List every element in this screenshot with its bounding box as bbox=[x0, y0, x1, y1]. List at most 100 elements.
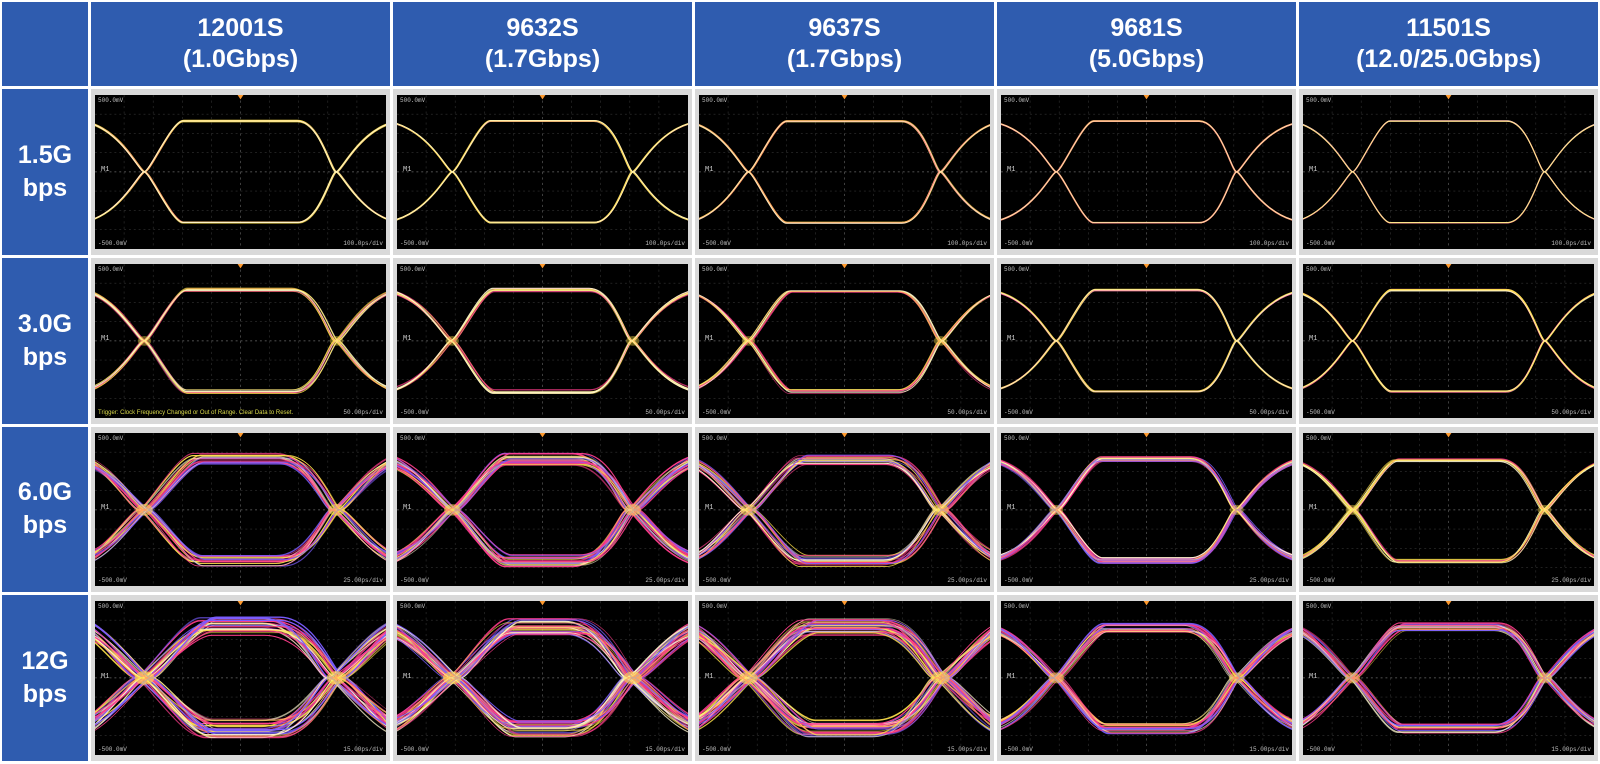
eye-trace bbox=[1001, 289, 1292, 389]
eye-diagram-capture: 500.0mV -500.0mV 50.00ps/div M1 bbox=[1303, 263, 1594, 418]
eye-crossing bbox=[445, 335, 459, 346]
volt-scale-top: 500.0mV bbox=[702, 603, 728, 611]
row-rate: 3.0G bbox=[17, 309, 73, 338]
eye-trace bbox=[397, 463, 688, 564]
trigger-marker-icon bbox=[1445, 432, 1452, 437]
eye-trace bbox=[95, 636, 386, 725]
eye-trace bbox=[397, 630, 688, 736]
eye-crossing bbox=[740, 503, 757, 516]
eye-trace bbox=[699, 468, 990, 563]
eye-trace bbox=[699, 465, 990, 567]
eye-trace bbox=[397, 467, 688, 562]
eye-trace bbox=[397, 452, 688, 559]
row-rate: 6.0G bbox=[17, 478, 73, 507]
eye-trace bbox=[95, 460, 386, 558]
volt-scale-top: 500.0mV bbox=[400, 265, 426, 273]
eye-trace bbox=[397, 461, 688, 556]
eye-crossing bbox=[933, 335, 948, 346]
eye-trace bbox=[95, 630, 386, 719]
trigger-marker-icon bbox=[237, 601, 244, 606]
eye-diagram-capture: 500.0mV -500.0mV 15.00ps/div M1 bbox=[95, 601, 386, 755]
column-rate: (5.0Gbps) bbox=[1088, 45, 1205, 73]
eye-trace bbox=[1001, 631, 1292, 734]
trigger-marker-icon bbox=[841, 263, 848, 269]
eye-trace bbox=[95, 638, 386, 722]
eye-trace bbox=[95, 119, 386, 220]
eye-trace bbox=[699, 464, 990, 556]
eye-trace bbox=[95, 629, 386, 727]
eye-diagram-capture: 500.0mV -500.0mV 50.00ps/div M1 bbox=[397, 263, 688, 418]
eye-cell-12001s-12g: 500.0mV -500.0mV 15.00ps/div M1 bbox=[91, 595, 390, 761]
time-scale: 25.00ps/div bbox=[947, 577, 987, 585]
eye-trace bbox=[699, 463, 990, 558]
eye-trace bbox=[1001, 633, 1292, 726]
eye-diagram-capture: 500.0mV -500.0mV 100.0ps/div M1 bbox=[1001, 95, 1292, 249]
eye-crossing bbox=[932, 503, 949, 516]
eye-trace bbox=[397, 120, 688, 220]
eye-trace bbox=[1303, 461, 1594, 562]
volt-scale-top: 500.0mV bbox=[1306, 603, 1332, 611]
time-scale: 15.00ps/div bbox=[1551, 746, 1591, 753]
eye-crossing bbox=[137, 335, 152, 346]
eye-crossing bbox=[1048, 672, 1065, 684]
marker-label: M1 bbox=[403, 166, 412, 175]
volt-scale-bottom: -500.0mV bbox=[98, 239, 127, 247]
eye-trace bbox=[699, 620, 990, 725]
trigger-marker-icon bbox=[237, 263, 244, 269]
marker-label: M1 bbox=[1007, 672, 1016, 681]
volt-scale-top: 500.0mV bbox=[98, 265, 124, 273]
eye-trace bbox=[699, 631, 990, 731]
column-rate: (12.0/25.0Gbps) bbox=[1356, 45, 1541, 73]
marker-label: M1 bbox=[1309, 503, 1318, 512]
eye-diagram-plot bbox=[1303, 601, 1594, 755]
time-scale: 15.00ps/div bbox=[343, 746, 383, 753]
eye-trace bbox=[1001, 123, 1292, 224]
eye-trace bbox=[1001, 455, 1292, 558]
eye-diagram-plot bbox=[1001, 601, 1292, 755]
eye-trace bbox=[699, 459, 990, 561]
eye-trace bbox=[397, 633, 688, 728]
eye-trace bbox=[699, 625, 990, 730]
trigger-marker-icon bbox=[841, 95, 848, 100]
eye-trace bbox=[95, 293, 386, 391]
eye-crossing bbox=[931, 671, 950, 685]
eye-diagram-plot bbox=[1303, 95, 1594, 249]
eye-diagram-capture: 500.0mV -500.0mV 100.0ps/div M1 bbox=[699, 95, 990, 249]
eye-trace bbox=[397, 456, 688, 563]
eye-trace bbox=[397, 462, 688, 556]
eye-trace bbox=[95, 638, 386, 727]
marker-label: M1 bbox=[705, 166, 714, 175]
trigger-marker-icon bbox=[539, 601, 546, 606]
time-scale: 50.00ps/div bbox=[1249, 408, 1289, 416]
eye-trace bbox=[699, 636, 990, 736]
eye-cell-9681s-1-5g: 500.0mV -500.0mV 100.0ps/div M1 bbox=[997, 89, 1296, 255]
column-header-12001s: 12001S (1.0Gbps) bbox=[91, 2, 390, 86]
volt-scale-bottom: -500.0mV bbox=[1004, 239, 1033, 247]
eye-diagram-plot bbox=[95, 95, 386, 249]
eye-cell-12001s-6-0g: 500.0mV -500.0mV 25.00ps/div M1 bbox=[91, 426, 390, 593]
volt-scale-bottom: -500.0mV bbox=[1004, 746, 1033, 753]
eye-trace bbox=[1303, 636, 1594, 727]
column-model: 11501S bbox=[1406, 14, 1491, 42]
eye-diagram-plot bbox=[397, 601, 688, 755]
eye-trace bbox=[1303, 458, 1594, 558]
eye-diagram-plot bbox=[95, 601, 386, 755]
eye-diagram-capture: 500.0mV -500.0mV 15.00ps/div M1 bbox=[1001, 601, 1292, 755]
eye-trace bbox=[699, 627, 990, 725]
eye-trace bbox=[397, 627, 688, 729]
marker-label: M1 bbox=[403, 335, 412, 343]
eye-trace bbox=[95, 120, 386, 220]
eye-trace bbox=[397, 459, 688, 552]
marker-label: M1 bbox=[101, 503, 110, 512]
volt-scale-bottom: -500.0mV bbox=[1306, 239, 1335, 247]
eye-trace bbox=[95, 628, 386, 733]
eye-crossing bbox=[739, 671, 758, 685]
eye-diagram-capture: 500.0mV -500.0mV 50.00ps/div M1 bbox=[1001, 263, 1292, 418]
eye-cell-12001s-1-5g: 500.0mV -500.0mV 100.0ps/div M1 bbox=[91, 89, 390, 255]
eye-trace bbox=[1001, 623, 1292, 725]
volt-scale-bottom: -500.0mV bbox=[1306, 746, 1335, 753]
eye-diagram-plot bbox=[95, 432, 386, 587]
eye-trace bbox=[95, 617, 386, 726]
eye-trace bbox=[397, 631, 688, 717]
eye-cell-9632s-6-0g: 500.0mV -500.0mV 25.00ps/div M1 bbox=[393, 426, 692, 593]
